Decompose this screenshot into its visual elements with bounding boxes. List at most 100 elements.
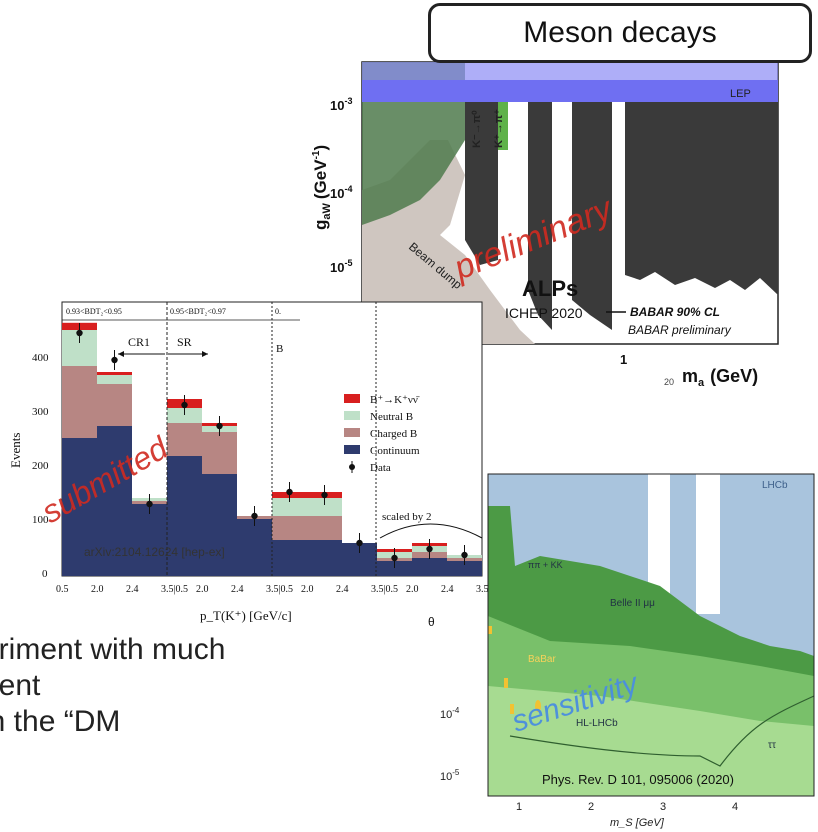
bk-x-tick: 2.0	[406, 584, 419, 595]
alp-exclusion-plot: LEP K⁻→π⁰ K⁺→π⁺ Beam dump preliminary AL…	[311, 61, 779, 389]
histogram-bar	[447, 561, 482, 576]
light-green-region	[488, 686, 814, 796]
hl-lhcb-label: HL-LHCb	[576, 718, 618, 729]
alp-xlabel: ma (GeV)	[682, 366, 758, 389]
scalar-xlabel: m_S [GeV]	[610, 817, 665, 829]
bk-x-ticks: 0.5 2.0 2.4 3.5|0.5 2.0 2.4 3.5|0.5 2.0 2.4 3.5|0…	[56, 584, 489, 595]
data-point	[111, 356, 118, 364]
legend-label: Neutral B	[370, 411, 413, 423]
svg-text:10-3: 10-3	[330, 96, 352, 113]
bk-y-tick: 400	[32, 352, 49, 364]
tt-label: ττ	[768, 740, 776, 751]
lep-label: LEP	[730, 88, 751, 100]
bk-x-tick: 3.5|0.5	[371, 584, 398, 595]
scalar-x-tick: 4	[732, 801, 738, 813]
scalar-x-tick: 2	[588, 801, 594, 813]
belle-label: Belle II μμ	[610, 598, 655, 609]
histogram-bar	[307, 516, 342, 540]
histogram-bar	[202, 432, 237, 474]
histogram-bar	[412, 558, 447, 576]
data-point	[356, 539, 363, 547]
histogram-bar	[167, 423, 202, 456]
alp-y-tick: 10-5	[330, 258, 352, 275]
babar-band-1	[465, 102, 498, 265]
bk-x-tick: 2.4	[336, 584, 349, 595]
scalar-x-tick: 1	[516, 801, 522, 813]
histogram-bar	[62, 438, 97, 576]
sr-label: SR	[177, 335, 192, 349]
legend-label: Continuum	[370, 445, 420, 457]
kl-label: K⁻→π⁰	[471, 110, 483, 148]
alp-x-tick: 1	[620, 352, 627, 367]
svg-text:1: 1	[620, 352, 627, 367]
svg-text:ma(GeV): ma (GeV)	[682, 366, 758, 389]
data-point	[146, 500, 153, 508]
scalar-x-tick: 3	[660, 801, 666, 813]
body-line: in the “DM	[0, 705, 121, 738]
bk-x-tick: 2.4	[126, 584, 139, 595]
bk-panel-label: 0.93<BDT₂<0.95	[66, 307, 122, 316]
bk-x-tick: 2.0	[91, 584, 104, 595]
legend-swatch	[344, 445, 360, 454]
data-point	[216, 422, 223, 430]
alp-y-tick: 10-3	[330, 96, 352, 113]
legend-label: Data	[370, 462, 391, 474]
histogram-bar	[97, 375, 132, 384]
histogram-bar	[97, 372, 132, 375]
bk-ylabel: Events	[8, 433, 23, 468]
bk-x-tick: 2.4	[441, 584, 454, 595]
kk-label: ππ + KK	[528, 560, 563, 570]
data-point	[321, 491, 328, 499]
data-point	[391, 554, 398, 562]
bk-y-tick: 200	[32, 460, 49, 472]
cr1-label: CR1	[128, 335, 150, 349]
alp-x-small: 20	[664, 377, 674, 387]
histogram-bar	[237, 519, 272, 576]
svg-text:gaW(GeV-1): gaW(GeV-1)	[311, 145, 333, 230]
svg-text:10-4: 10-4	[330, 184, 352, 201]
body-line: eriment with much	[0, 633, 226, 666]
histogram-bar	[167, 408, 202, 423]
bk-x-tick: 2.4	[231, 584, 244, 595]
babar-spot	[488, 626, 492, 634]
histogram-bar	[97, 384, 132, 426]
scalar-ylabel: θ	[428, 615, 435, 629]
legend-swatch	[344, 394, 360, 403]
bk-panel-label: 0.	[275, 307, 281, 316]
ref-label: Phys. Rev. D 101, 095006 (2020)	[542, 772, 734, 787]
bk-y-tick: 0	[42, 568, 48, 580]
data-point	[76, 329, 83, 337]
histogram-bar	[202, 474, 237, 576]
alp-ylabel: gaW(GeV-1)	[311, 145, 333, 230]
data-point	[181, 401, 188, 409]
histogram-bar	[377, 561, 412, 576]
bk-x-tick: 2.0	[301, 584, 314, 595]
lep-band	[362, 80, 778, 102]
histogram-bar	[62, 366, 97, 438]
histogram-bar	[132, 504, 167, 576]
babar-spot	[504, 678, 508, 688]
alp-y-tick: 10-4	[330, 184, 352, 201]
histogram-bar	[272, 516, 307, 540]
alps-label: ALPs	[522, 276, 578, 301]
bk-x-tick: 3.5|0.5	[266, 584, 293, 595]
legend-swatch	[344, 411, 360, 420]
kp-label: K⁺→π⁺	[493, 109, 505, 148]
bk-x-tick: 2.0	[196, 584, 209, 595]
svg-text:10-4: 10-4	[440, 706, 460, 721]
scalar-sensitivity-plot: LHCb ππ + KK Belle II μμ BaBar HL-LHCb τ…	[428, 473, 815, 829]
arxiv-label: arXiv:2104.12624 [hep-ex]	[84, 545, 225, 559]
histogram-bar	[307, 540, 342, 576]
scaled-label: scaled by 2	[382, 511, 431, 523]
histogram-bar	[97, 426, 132, 576]
svg-text:10-5: 10-5	[330, 258, 352, 275]
histogram-bar	[307, 498, 342, 516]
babar-band-2	[528, 102, 552, 330]
bk-legend: B⁺→K⁺νν̄ Neutral B Charged B Continuum D…	[344, 394, 420, 474]
data-point	[251, 512, 258, 520]
histogram-bar	[272, 540, 307, 576]
legend-label: B⁺→K⁺νν̄	[370, 394, 420, 406]
babar-spot	[510, 704, 514, 714]
babar-cl-label: BABAR 90% CL	[630, 305, 720, 319]
b-label: B	[276, 343, 283, 355]
